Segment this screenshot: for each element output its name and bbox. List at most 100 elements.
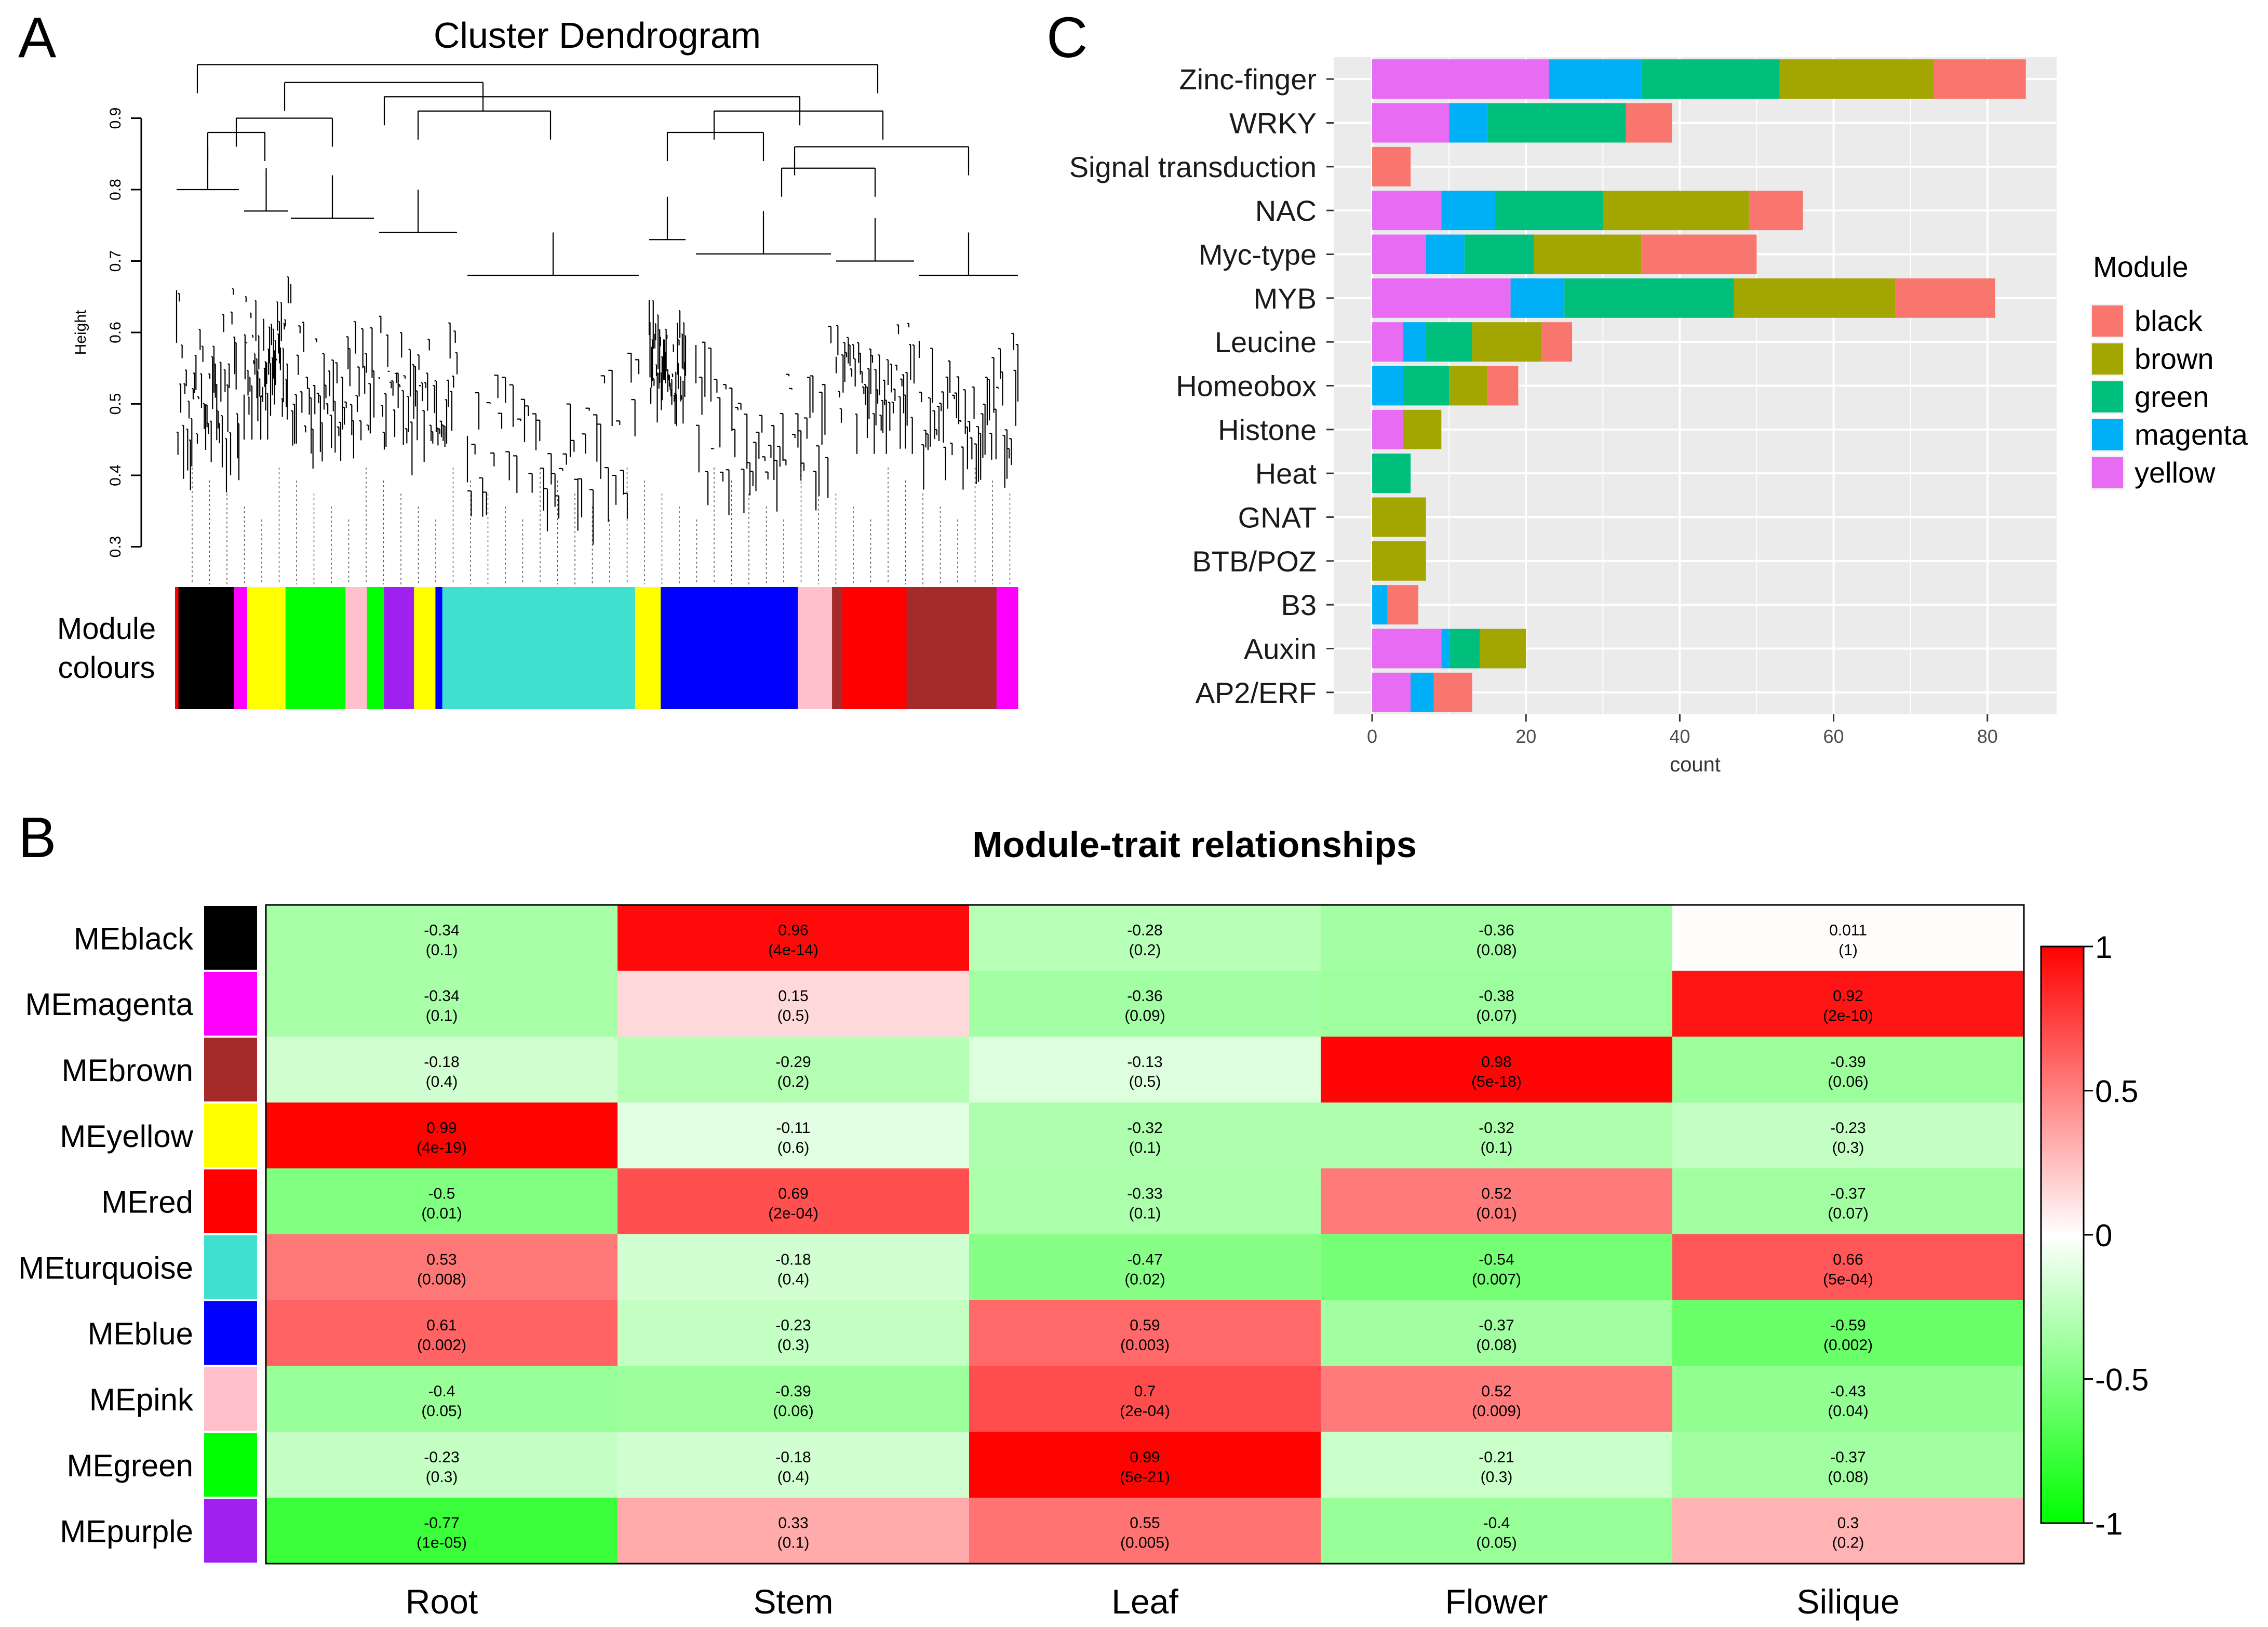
row-colour-swatch — [204, 1235, 257, 1299]
heatmap-cell-pvalue: (0.009) — [1472, 1403, 1521, 1420]
heatmap-cell-correlation: -0.28 — [1127, 922, 1162, 939]
heatmap-cell-pvalue: (0.2) — [1832, 1535, 1864, 1552]
heatmap-cell-pvalue: (0.07) — [1828, 1205, 1868, 1222]
heatmap-cell-pvalue: (2e-10) — [1823, 1007, 1873, 1024]
heatmap-column-labels: Root Stem Leaf Flower Silique — [406, 1582, 1900, 1621]
heatmap-cell-pvalue: (2e-04) — [768, 1205, 818, 1222]
heatmap-cell-pvalue: (5e-04) — [1823, 1271, 1873, 1288]
legend-label-yellow: yellow — [2135, 456, 2216, 489]
x-tick-label: 0 — [1367, 726, 1377, 747]
bar-segment-yellow — [1372, 322, 1403, 362]
heatmap-cell — [266, 1432, 618, 1498]
bar-segment-green — [1495, 191, 1603, 231]
heatmap-cell — [618, 905, 970, 971]
heatmap-cell-pvalue: (0.5) — [1129, 1073, 1161, 1090]
heatmap-cell-pvalue: (0.007) — [1472, 1271, 1521, 1288]
heatmap-cell — [618, 1036, 970, 1103]
heatmap-cell — [618, 1234, 970, 1301]
bar-segment-green — [1426, 322, 1472, 362]
heatmap-cell-correlation: -0.18 — [775, 1251, 811, 1268]
panel-label-a: A — [18, 6, 57, 70]
heatmap-colour-scale: 1 0.5 0 -0.5 -1 — [2040, 930, 2149, 1541]
heatmap-cell-correlation: -0.34 — [424, 988, 459, 1005]
category-label: Homeobox — [1176, 370, 1317, 403]
category-label: Histone — [1218, 414, 1317, 446]
colour-scale-tick-label: 1 — [2095, 930, 2112, 965]
heatmap-cell-correlation: -0.37 — [1479, 1317, 1514, 1334]
heatmap-cell-pvalue: (5e-18) — [1471, 1073, 1522, 1090]
heatmap-cell-correlation: 0.3 — [1837, 1515, 1859, 1532]
bar-segment-black — [1934, 59, 2026, 99]
heatmap-cell-pvalue: (0.06) — [773, 1403, 813, 1420]
bar-segment-magenta — [1441, 629, 1450, 669]
heatmap-cell — [1672, 1300, 2024, 1367]
heatmap-cell-correlation: 0.99 — [426, 1119, 457, 1137]
heatmap-cell — [1672, 970, 2024, 1037]
heatmap-cell-pvalue: (0.002) — [1823, 1337, 1873, 1354]
category-label: AP2/ERF — [1196, 676, 1317, 709]
bar-segment-black — [1626, 103, 1672, 143]
x-tick-label: 40 — [1669, 726, 1690, 747]
stacked-bar-panel: Zinc-finger WRKY Signal transduction NAC Myc… — [1069, 57, 2248, 776]
heatmap-cell-correlation: -0.43 — [1830, 1383, 1866, 1400]
category-label: Auxin — [1244, 633, 1317, 665]
dendrogram-title: Cluster Dendrogram — [434, 15, 761, 56]
module-colour-segment — [247, 587, 286, 709]
heatmap-cell-pvalue: (0.3) — [1832, 1139, 1864, 1156]
heatmap-cell-pvalue: (0.002) — [417, 1337, 466, 1354]
legend-label-black: black — [2135, 304, 2203, 337]
heatmap-cell-pvalue: (0.3) — [777, 1337, 810, 1354]
heatmap-cell-correlation: -0.39 — [775, 1383, 811, 1400]
legend-swatch-green — [2092, 381, 2123, 412]
category-label: WRKY — [1229, 107, 1317, 140]
bar-plot-x-axis-label: count — [1670, 753, 1721, 776]
heatmap-cell-correlation: 0.52 — [1481, 1185, 1511, 1203]
heatmap-cell-pvalue: (5e-21) — [1120, 1469, 1170, 1486]
bar-segment-yellow — [1372, 234, 1426, 274]
module-colour-segment — [345, 587, 367, 709]
bar-segment-black — [1895, 278, 1995, 318]
heatmap-cell — [1321, 1168, 1673, 1235]
heatmap-cell-correlation: -0.36 — [1127, 988, 1162, 1005]
bar-segment-brown — [1603, 191, 1749, 231]
heatmap-cell-correlation: -0.39 — [1830, 1053, 1866, 1071]
heatmap-cell — [618, 1102, 970, 1169]
row-colour-swatch — [204, 1433, 257, 1497]
heatmap-cell-pvalue: (0.2) — [1129, 941, 1161, 958]
heatmap-cell-pvalue: (1) — [1838, 941, 1858, 958]
row-label: MEgreen — [67, 1448, 193, 1483]
row-label: MEbrown — [62, 1053, 193, 1088]
heatmap-cell-pvalue: (0.08) — [1828, 1469, 1868, 1486]
heatmap-cell-correlation: -0.37 — [1830, 1185, 1866, 1203]
heatmap-cell — [618, 1168, 970, 1235]
heatmap-cell-correlation: -0.59 — [1830, 1317, 1866, 1334]
heatmap-cell-correlation: 0.33 — [778, 1515, 808, 1532]
bar-segment-green — [1449, 629, 1480, 669]
module-colour-segment — [435, 587, 443, 709]
bar-plot-legend: black brown green magenta yellow — [2090, 304, 2248, 490]
category-label: Myc-type — [1199, 238, 1317, 271]
module-colours-label-line2: colours — [58, 651, 155, 685]
heatmap-cell — [1672, 1432, 2024, 1498]
module-colour-segment — [384, 587, 414, 709]
bar-segment-black — [1433, 672, 1472, 712]
heatmap-cell-correlation: 0.99 — [1130, 1449, 1160, 1466]
row-colour-swatch — [204, 906, 257, 970]
heatmap-cell — [266, 1498, 618, 1564]
heatmap-cell-pvalue: (0.04) — [1828, 1403, 1868, 1420]
heatmap-cell-correlation: -0.33 — [1127, 1185, 1162, 1203]
row-label: MEpurple — [60, 1514, 193, 1549]
bar-plot-x-ticks: 0 20 40 60 80 — [1367, 714, 1998, 747]
bar-segment-magenta — [1449, 103, 1488, 143]
heatmap-cell-correlation: -0.47 — [1127, 1251, 1162, 1268]
heatmap-cell-correlation: -0.23 — [424, 1449, 459, 1466]
heatmap-cell — [266, 1168, 618, 1235]
heatmap-cell-pvalue: (0.005) — [1120, 1535, 1170, 1552]
bar-segment-yellow — [1372, 191, 1442, 231]
heatmap-cell — [1321, 1234, 1673, 1301]
bar-segment-brown — [1534, 234, 1642, 274]
dendrogram-y-tick-label: 0.9 — [107, 108, 124, 129]
heatmap-cell — [969, 1168, 1321, 1235]
heatmap-cell-pvalue: (0.02) — [1124, 1271, 1165, 1288]
colour-scale-tick-label: 0 — [2095, 1218, 2112, 1253]
